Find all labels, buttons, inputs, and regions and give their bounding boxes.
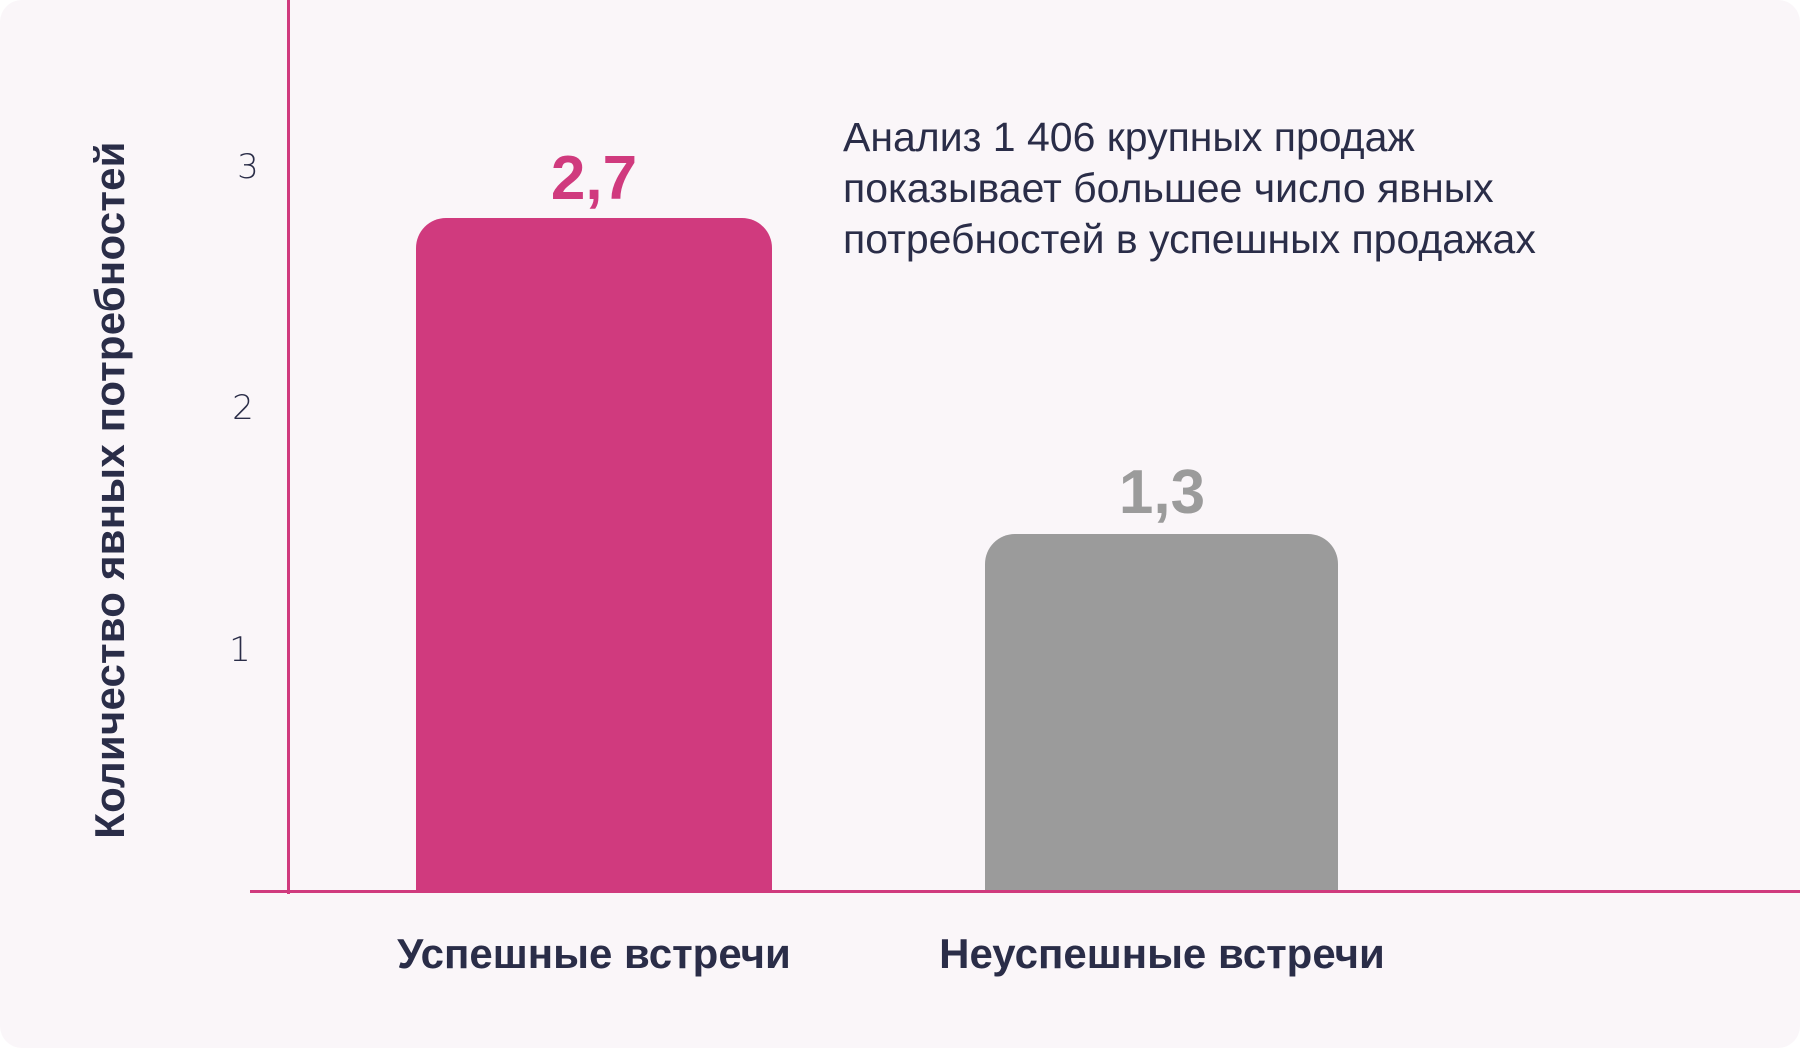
bar-value-label-unsuccessful: 1,3 (1118, 458, 1206, 527)
y-axis-line (287, 0, 290, 894)
annotation-line-1: Анализ 1 406 крупных продаж (843, 114, 1415, 160)
annotation-line-3: потребностей в успешных продажах (843, 216, 1536, 262)
annotation-line-2: показывает большее число явных (843, 165, 1494, 211)
y-axis-title: Количество явных потребностей (86, 141, 133, 839)
category-label-unsuccessful: Неуспешные встречи (939, 930, 1385, 977)
x-axis-line (250, 890, 1800, 893)
chart-annotation: Анализ 1 406 крупных продаж показывает б… (843, 112, 1743, 265)
y-tick-1: 1 (229, 630, 251, 670)
bar-value-label-successful: 2,7 (550, 144, 638, 213)
y-tick-2: 2 (232, 388, 254, 428)
bar-unsuccessful-meetings (985, 534, 1338, 892)
category-label-successful: Успешные встречи (397, 930, 791, 977)
bar-successful-meetings (416, 218, 772, 892)
y-tick-3: 3 (237, 147, 259, 187)
